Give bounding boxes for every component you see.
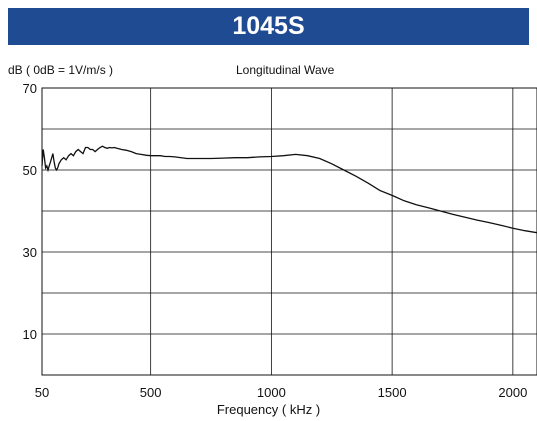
- x-tick-label: 2000: [498, 385, 527, 400]
- y-axis-label: dB ( 0dB = 1V/m/s ): [8, 63, 114, 77]
- y-tick-label: 10: [23, 327, 37, 342]
- y-tick-label: 50: [23, 163, 37, 178]
- chart-title: 1045S: [8, 8, 529, 45]
- series-line: [41, 145, 537, 234]
- x-tick-label: 50: [35, 385, 49, 400]
- x-tick-label: 1000: [257, 385, 286, 400]
- y-tick-label: 70: [23, 81, 37, 96]
- x-axis-label: Frequency ( kHz ): [216, 402, 321, 417]
- grid-lines: [42, 88, 537, 375]
- chart-subtitle: Longitudinal Wave: [236, 63, 335, 77]
- x-tick-label: 500: [140, 385, 162, 400]
- plot-frame: [41, 87, 537, 376]
- x-tick-label: 1500: [378, 385, 407, 400]
- y-tick-label: 30: [23, 245, 37, 260]
- tick-labels: 70 50 30 10 50 500 1000 1500 2000: [23, 81, 528, 400]
